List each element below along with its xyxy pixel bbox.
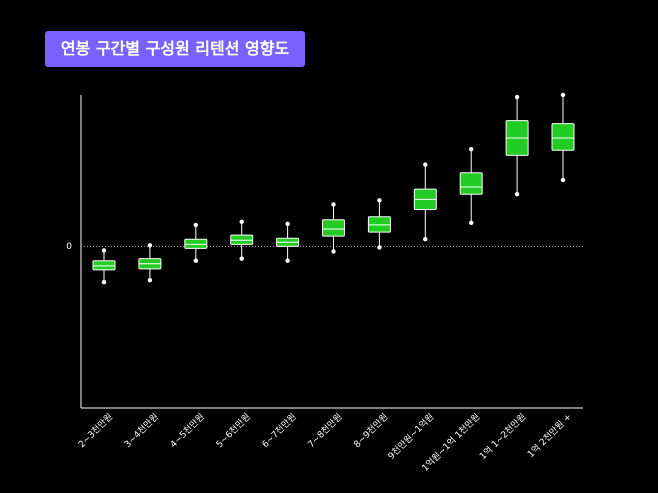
y-tick-label-0: 0 [66,242,72,252]
box-5 [276,221,300,263]
min-point [147,277,153,283]
min-point [193,258,198,263]
min-point [560,177,566,183]
x-tick-label: 2~3천만원 [76,411,115,450]
min-point [101,279,107,285]
max-point [514,94,520,100]
max-point [560,92,566,98]
min-point [285,258,290,263]
iqr-box [367,216,391,233]
iqr-box [92,260,116,271]
min-point [239,256,244,261]
box-2 [138,243,162,283]
max-point [377,198,382,203]
iqr-box [230,234,254,245]
box-6 [322,202,345,254]
box-11 [551,92,575,183]
x-tick-labels: 2~3천만원 3~4천만원 4~5천만원 5~6천만원 6~7천만원 7~8천만원 8~9천… [76,411,574,474]
box-4 [230,219,254,261]
max-point [193,222,198,228]
min-point [331,249,336,254]
max-point [239,219,244,225]
x-tick-label: 7~8천만원 [306,411,345,450]
box-8 [413,162,437,242]
box-1 [92,248,116,285]
chart-title: 연봉 구간별 구성원 리텐션 영향도 [45,31,305,67]
boxes-group [92,92,575,285]
x-tick-label: 5~6천만원 [214,411,253,450]
box-3 [184,222,208,263]
max-point [469,147,474,152]
iqr-box [184,238,208,249]
x-tick-label: 8~9천만원 [352,411,391,450]
max-point [331,202,336,207]
box-9 [459,147,483,226]
min-point [469,220,474,226]
max-point [423,162,428,167]
min-point [423,237,428,242]
x-tick-label: 6~7천만원 [260,411,299,450]
max-point [285,221,290,227]
x-tick-label: 1억 1~2천만원 [477,411,528,462]
x-tick-label: 9천만원~1억원 [385,411,436,462]
min-point [377,245,382,250]
box-10 [505,94,529,197]
min-point [514,192,520,197]
x-tick-label: 1억 2천만원 + [525,411,574,460]
x-tick-label: 3~4천만원 [122,411,161,450]
max-point [147,243,153,248]
iqr-box [551,123,575,151]
box-7 [367,198,391,250]
iqr-box [322,219,345,237]
iqr-box [459,172,483,195]
max-point [101,248,107,253]
x-tick-label: 4~5천만원 [168,411,207,450]
